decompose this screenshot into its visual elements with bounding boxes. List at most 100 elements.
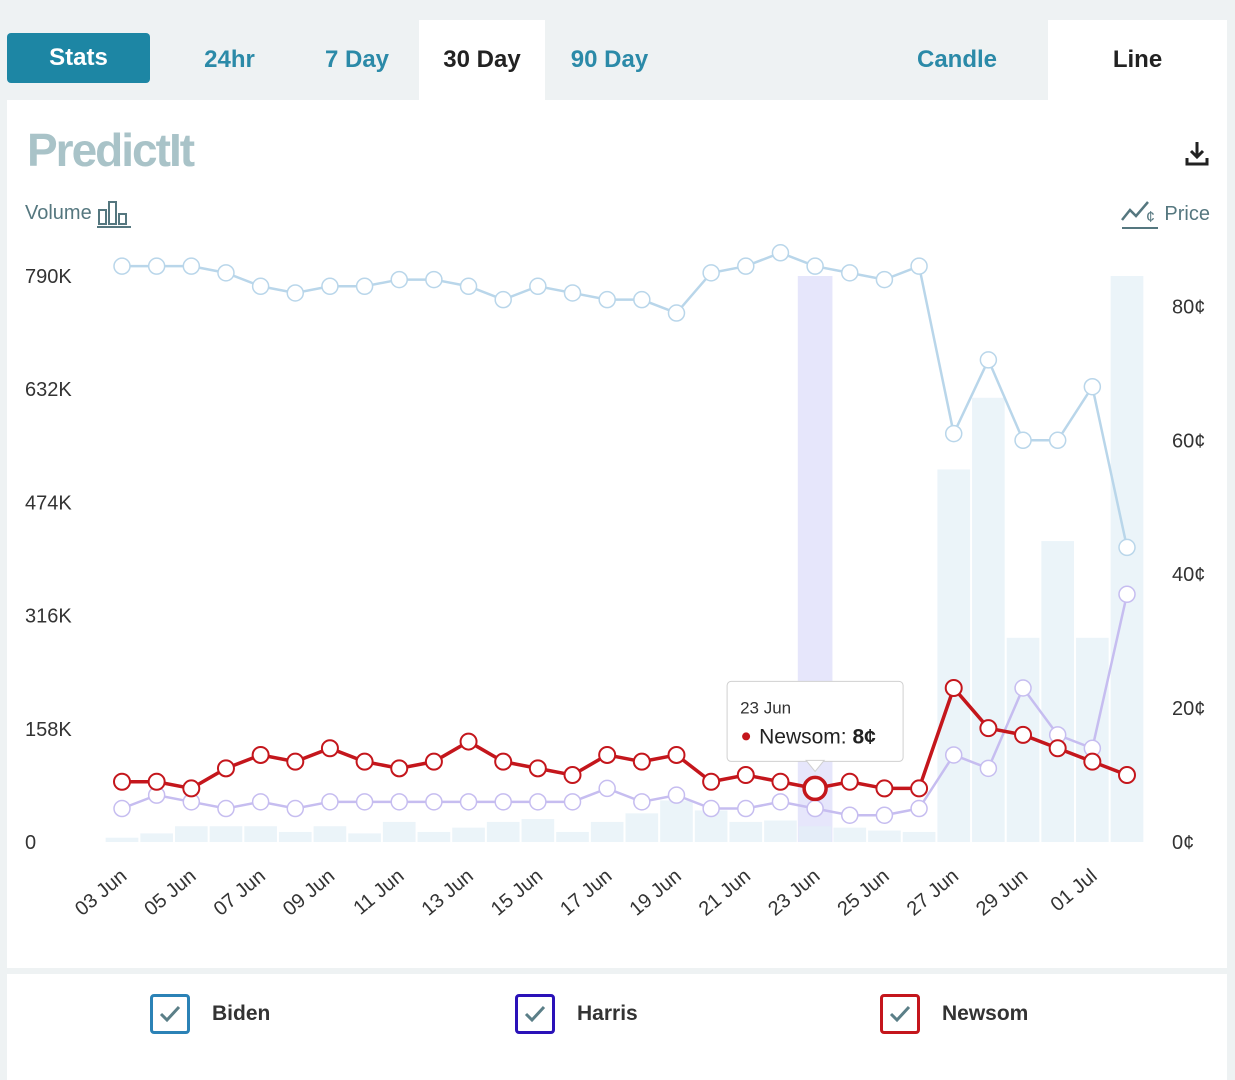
point-biden	[979, 351, 998, 369]
right-axis-tick: 0¢	[1172, 832, 1194, 854]
point-biden	[321, 277, 339, 296]
point-newsom	[216, 759, 235, 778]
x-axis-tick: 07 Jun	[210, 865, 270, 920]
check-icon	[159, 1005, 181, 1023]
point-harris	[494, 793, 512, 811]
volume-label: Volume	[25, 201, 92, 224]
tab-24hr[interactable]: 24hr	[204, 46, 255, 73]
chart-card: Stats 24hr 7 Day 30 Day 90 Day Candle Li…	[7, 20, 1227, 1080]
volume-bar	[764, 820, 797, 842]
volume-bar	[244, 826, 277, 842]
point-newsom	[320, 739, 339, 758]
point-biden	[147, 257, 166, 275]
volume-bar	[868, 830, 901, 842]
point-biden	[182, 257, 201, 275]
price-toggle[interactable]: ¢ Price	[1120, 198, 1210, 230]
price-volume-chart: 0 158K 316K 474K 632K 790K 0¢ 20¢ 40¢ 60¢ 80¢ 03 Ju…	[25, 244, 1205, 920]
point-newsom	[424, 752, 443, 771]
x-axis-tick: 03 Jun	[71, 865, 131, 920]
x-axis-tick: 29 Jun	[972, 865, 1032, 920]
point-newsom	[355, 752, 374, 771]
point-newsom	[459, 732, 478, 751]
tooltip-pointer	[805, 759, 826, 773]
legend-item-harris[interactable]: Harris	[515, 990, 638, 1038]
point-newsom	[944, 679, 963, 697]
right-axis-tick: 20¢	[1172, 698, 1205, 720]
tab-30-day[interactable]: 30 Day	[419, 20, 545, 100]
x-axis-tick: 23 Jun	[764, 865, 824, 920]
volume-bar	[105, 837, 139, 842]
point-harris	[841, 806, 859, 824]
volume-bar	[209, 826, 243, 842]
stats-button[interactable]: Stats	[7, 33, 150, 83]
point-harris	[251, 793, 270, 811]
x-axis-tick: 17 Jun	[556, 865, 616, 920]
point-newsom	[182, 779, 201, 798]
point-biden	[1048, 431, 1067, 450]
point-biden	[355, 277, 374, 296]
point-newsom	[113, 772, 131, 791]
check-icon	[524, 1005, 546, 1023]
point-biden	[598, 290, 616, 309]
point-newsom	[528, 759, 547, 778]
point-harris	[459, 793, 478, 811]
volume-bar	[278, 831, 312, 842]
tab-90-day[interactable]: 90 Day	[570, 46, 649, 73]
point-newsom	[875, 779, 894, 798]
point-harris	[944, 746, 963, 764]
legend-item-newsom[interactable]: Newsom	[880, 990, 1028, 1038]
volume-bar	[556, 831, 589, 842]
point-harris	[286, 799, 305, 818]
point-biden	[113, 257, 131, 275]
x-axis-tick: 01 Jul	[1047, 865, 1102, 916]
checkbox-newsom[interactable]	[880, 994, 920, 1034]
point-harris	[1118, 585, 1136, 604]
legend-item-biden[interactable]: Biden	[150, 990, 270, 1038]
point-newsom	[147, 772, 166, 791]
point-biden	[841, 264, 859, 282]
left-axis-tick: 790K	[25, 266, 72, 288]
point-biden	[425, 270, 443, 289]
tooltip-value: 8¢	[852, 725, 876, 748]
checkbox-biden[interactable]	[150, 994, 190, 1034]
download-icon[interactable]	[1182, 138, 1212, 168]
volume-bar	[486, 821, 520, 842]
point-biden	[702, 264, 720, 282]
volume-bar	[833, 827, 867, 842]
point-biden	[459, 277, 478, 296]
price-label: Price	[1164, 202, 1210, 225]
svg-text:¢: ¢	[1146, 209, 1155, 226]
hovered-point	[802, 775, 828, 802]
bar-chart-icon	[96, 201, 131, 228]
point-biden	[494, 290, 512, 309]
volume-bar	[660, 800, 693, 842]
tab-candle[interactable]: Candle	[916, 46, 997, 73]
x-axis-tick: 25 Jun	[833, 865, 893, 920]
point-harris	[910, 799, 928, 818]
tab-7-day[interactable]: 7 Day	[324, 46, 390, 73]
point-newsom	[910, 779, 929, 798]
predictit-logo: PredictIt	[27, 124, 195, 176]
tab-line[interactable]: Line	[1048, 20, 1227, 100]
point-newsom	[840, 772, 859, 791]
point-biden	[251, 277, 270, 296]
volume-bar	[590, 821, 624, 842]
tooltip-bullet	[742, 732, 751, 741]
point-biden	[390, 270, 408, 289]
volume-bar	[1110, 276, 1144, 842]
point-biden	[286, 284, 305, 302]
point-biden	[667, 304, 686, 322]
volume-bar	[140, 833, 173, 842]
point-newsom	[251, 745, 270, 764]
left-axis-tick: 316K	[25, 606, 72, 628]
x-axis-tick: 05 Jun	[140, 865, 200, 920]
volume-bar	[1041, 541, 1075, 842]
volume-toggle[interactable]: Volume	[25, 198, 132, 228]
point-newsom	[667, 745, 686, 764]
point-harris	[667, 786, 686, 804]
checkbox-harris[interactable]	[515, 994, 555, 1034]
price-line-icon: ¢	[1121, 201, 1159, 229]
point-newsom	[1083, 752, 1102, 771]
x-axis-tick: 09 Jun	[279, 865, 339, 920]
point-harris	[563, 793, 582, 811]
